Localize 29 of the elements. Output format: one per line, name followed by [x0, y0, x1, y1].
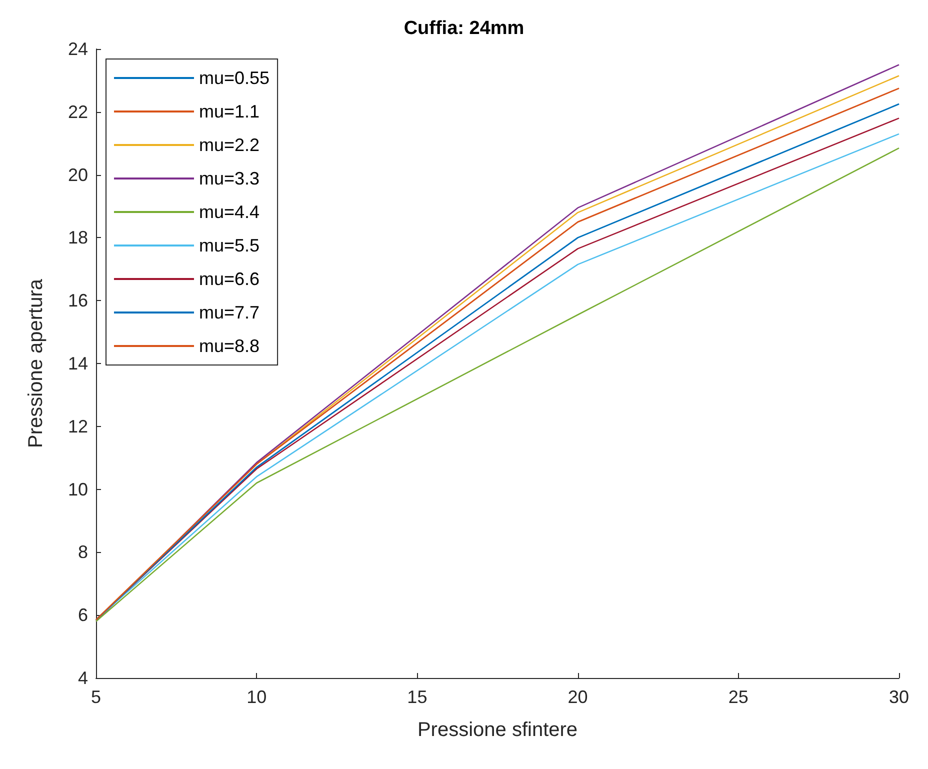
x-tick-label: 15 [407, 687, 428, 707]
y-tick-label: 14 [68, 354, 88, 374]
y-tick-label: 6 [78, 605, 88, 626]
y-tick-label: 18 [68, 228, 88, 248]
legend-label: mu=6.6 [199, 269, 260, 289]
y-tick-label: 12 [68, 416, 88, 436]
legend-label: mu=0.55 [199, 68, 270, 88]
legend-label: mu=1.1 [199, 102, 260, 122]
x-tick-label: 30 [888, 687, 910, 707]
legend-label: mu=2.2 [199, 135, 260, 155]
y-tick-label: 24 [68, 39, 88, 59]
y-tick-label: 10 [68, 479, 88, 500]
y-axis-title: Pressione apertura [25, 278, 47, 448]
y-tick-label: 16 [68, 290, 88, 311]
legend-label: mu=4.4 [199, 202, 260, 222]
legend-label: mu=7.7 [199, 302, 260, 322]
legend-label: mu=8.8 [199, 336, 260, 356]
x-tick-label: 5 [90, 687, 102, 707]
y-tick-label: 8 [78, 542, 88, 562]
x-tick-label: 10 [246, 687, 267, 707]
legend-label: mu=5.5 [199, 236, 260, 256]
x-tick-label: 25 [728, 687, 748, 707]
y-tick-label: 4 [78, 668, 88, 688]
legend-label: mu=3.3 [199, 168, 260, 188]
x-tick-label: 20 [568, 687, 588, 707]
x-axis-title: Pressione sfintere [417, 719, 578, 741]
y-tick-label: 22 [68, 102, 88, 122]
chart-title: Cuffia: 24mm [404, 18, 524, 39]
y-tick-label: 20 [68, 164, 88, 185]
